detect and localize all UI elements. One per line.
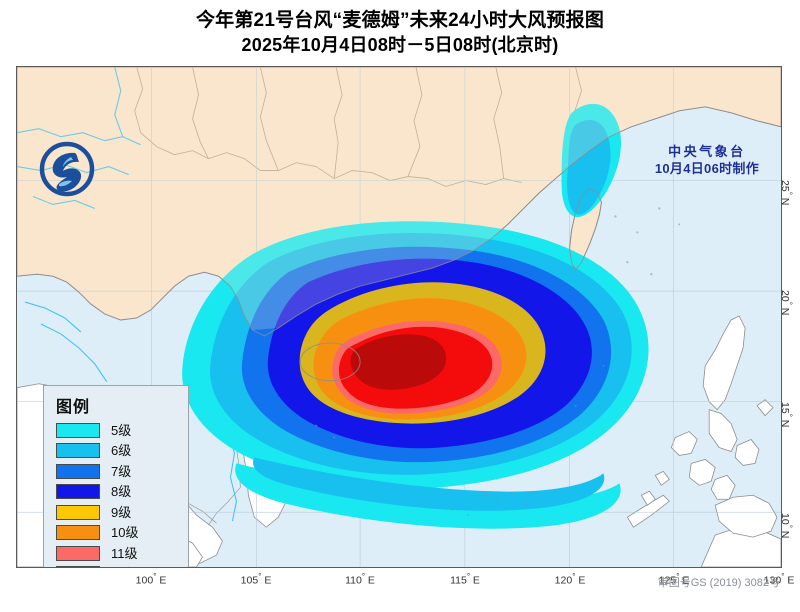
legend-item-label: 5级	[111, 422, 132, 438]
legend-title: 图例	[56, 399, 91, 416]
legend-color-swatch	[56, 545, 100, 561]
legend-item[interactable]: 9级	[56, 502, 188, 523]
legend-item-label: 8级	[111, 484, 132, 500]
latitude-tick-label: 10° N	[778, 513, 794, 539]
longitude-tick-label: 100° E	[135, 572, 167, 587]
longitude-tick-label: 105° E	[240, 572, 272, 587]
legend-color-swatch	[56, 484, 100, 500]
longitude-tick-label: 125° E	[658, 572, 690, 587]
cma-logo-icon	[39, 141, 95, 197]
map-inner: 中央气象台 10月4日06时制作 图例 5级 6级 7级 8级 9级 10级 11级 12级 1…	[17, 67, 781, 567]
latitude-tick-label: 20° N	[778, 290, 794, 316]
legend-color-swatch	[56, 463, 100, 479]
legend-item-label: 9级	[111, 504, 132, 520]
cma-logo	[35, 137, 99, 201]
legend-color-swatch	[56, 566, 100, 567]
legend-item-label: 12级	[111, 566, 138, 567]
wind-field-contours	[17, 67, 781, 529]
agency-issue-time: 10月4日06时制作	[654, 161, 759, 176]
map-graphics	[17, 67, 781, 567]
latitude-tick-label: 25° N	[778, 180, 794, 206]
legend-item-label: 7级	[111, 463, 132, 479]
legend-item[interactable]: 12级	[56, 564, 188, 567]
legend-color-swatch	[56, 443, 100, 459]
wind-contour-13	[350, 334, 447, 390]
legend-item[interactable]: 11级	[56, 543, 188, 564]
agency-name: 中央气象台	[668, 144, 746, 159]
agency-stamp: 中央气象台 10月4日06时制作	[655, 143, 759, 177]
longitude-tick-label: 130° E	[763, 572, 795, 587]
legend-color-swatch	[56, 504, 100, 520]
map-approval-number: 审图号GS (2019) 3082号	[657, 577, 780, 589]
legend-item[interactable]: 7级	[56, 461, 188, 482]
administrative-borders	[134, 67, 582, 187]
latitude-tick-label: 15° N	[778, 402, 794, 428]
legend-rows: 5级6级7级8级9级10级11级12级13级及以上	[44, 420, 188, 567]
legend-color-swatch	[56, 422, 100, 438]
page-title: 今年第21号台风“麦德姆”未来24小时大风预报图 2025年10月4日08时－5…	[0, 8, 800, 57]
legend-item-label: 6级	[111, 443, 132, 459]
wind-contour-6-south	[253, 457, 605, 511]
legend-item-label: 11级	[111, 545, 138, 561]
legend-item[interactable]: 10级	[56, 523, 188, 544]
legend-item[interactable]: 6级	[56, 441, 188, 462]
sea-island-dots	[315, 207, 681, 517]
title-line-1: 今年第21号台风“麦德姆”未来24小时大风预报图	[195, 10, 605, 31]
title-line-2: 2025年10月4日08时－5日08时(北京时)	[241, 35, 559, 55]
wind-land-overlay	[17, 67, 781, 330]
legend-item[interactable]: 8级	[56, 482, 188, 503]
longitude-tick-label: 110° E	[345, 572, 375, 587]
legend-color-swatch	[56, 525, 100, 541]
wind-contour-5-south	[235, 463, 621, 529]
legend-panel[interactable]: 图例 5级6级7级8级9级10级11级12级13级及以上	[43, 385, 189, 567]
legend-item-label: 10级	[111, 525, 139, 541]
legend-item[interactable]: 5级	[56, 420, 188, 441]
coastline-overlay	[17, 106, 781, 382]
longitude-tick-label: 120° E	[554, 572, 586, 587]
longitude-tick-label: 115° E	[450, 572, 480, 587]
map-canvas[interactable]: 中央气象台 10月4日06时制作 图例 5级 6级 7级 8级 9级 10级 11级 12级 1…	[16, 66, 782, 568]
